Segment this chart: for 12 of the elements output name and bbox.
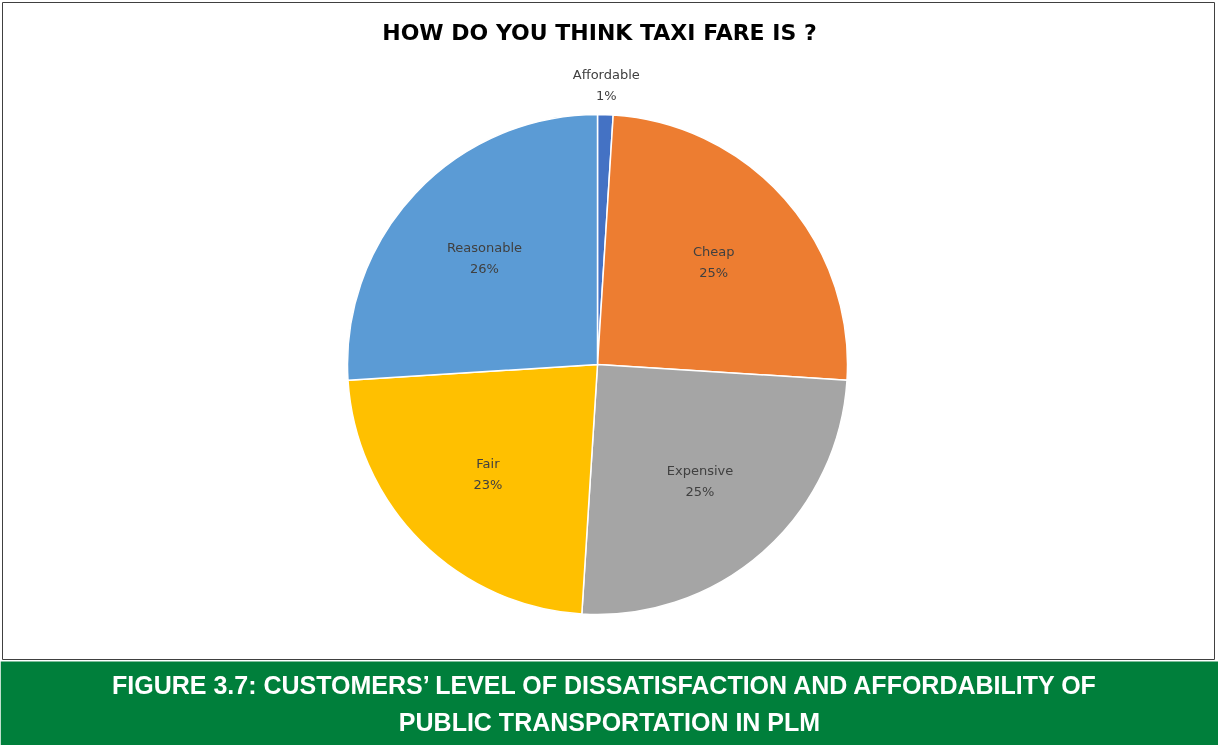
- caption: FIGURE 3.7: CUSTOMERS’ LEVEL OF DISSATISFACTION AND AFFORDABILITY OF PUBLIC TRANSPORTATION IN PLM: [112, 670, 1096, 737]
- slice-label: Reasonable: [446, 240, 523, 256]
- data-label: 26%: [470, 261, 499, 277]
- slice-label: Fair: [476, 456, 501, 472]
- chart-title: HOW DO YOU THINK TAXI FARE IS ?: [382, 20, 817, 45]
- slice-label: Expensive: [666, 462, 734, 478]
- data-label: 1%: [595, 87, 617, 103]
- data-label: 23%: [473, 477, 503, 493]
- slice-label: Affordable: [572, 66, 640, 82]
- slice-label: Cheap: [693, 244, 735, 259]
- data-label: 25%: [699, 265, 729, 280]
- data-label: 25%: [685, 483, 715, 499]
